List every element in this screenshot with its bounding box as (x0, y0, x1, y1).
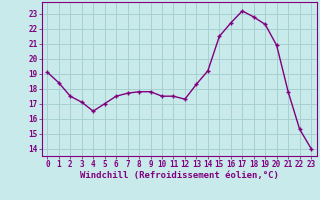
X-axis label: Windchill (Refroidissement éolien,°C): Windchill (Refroidissement éolien,°C) (80, 171, 279, 180)
